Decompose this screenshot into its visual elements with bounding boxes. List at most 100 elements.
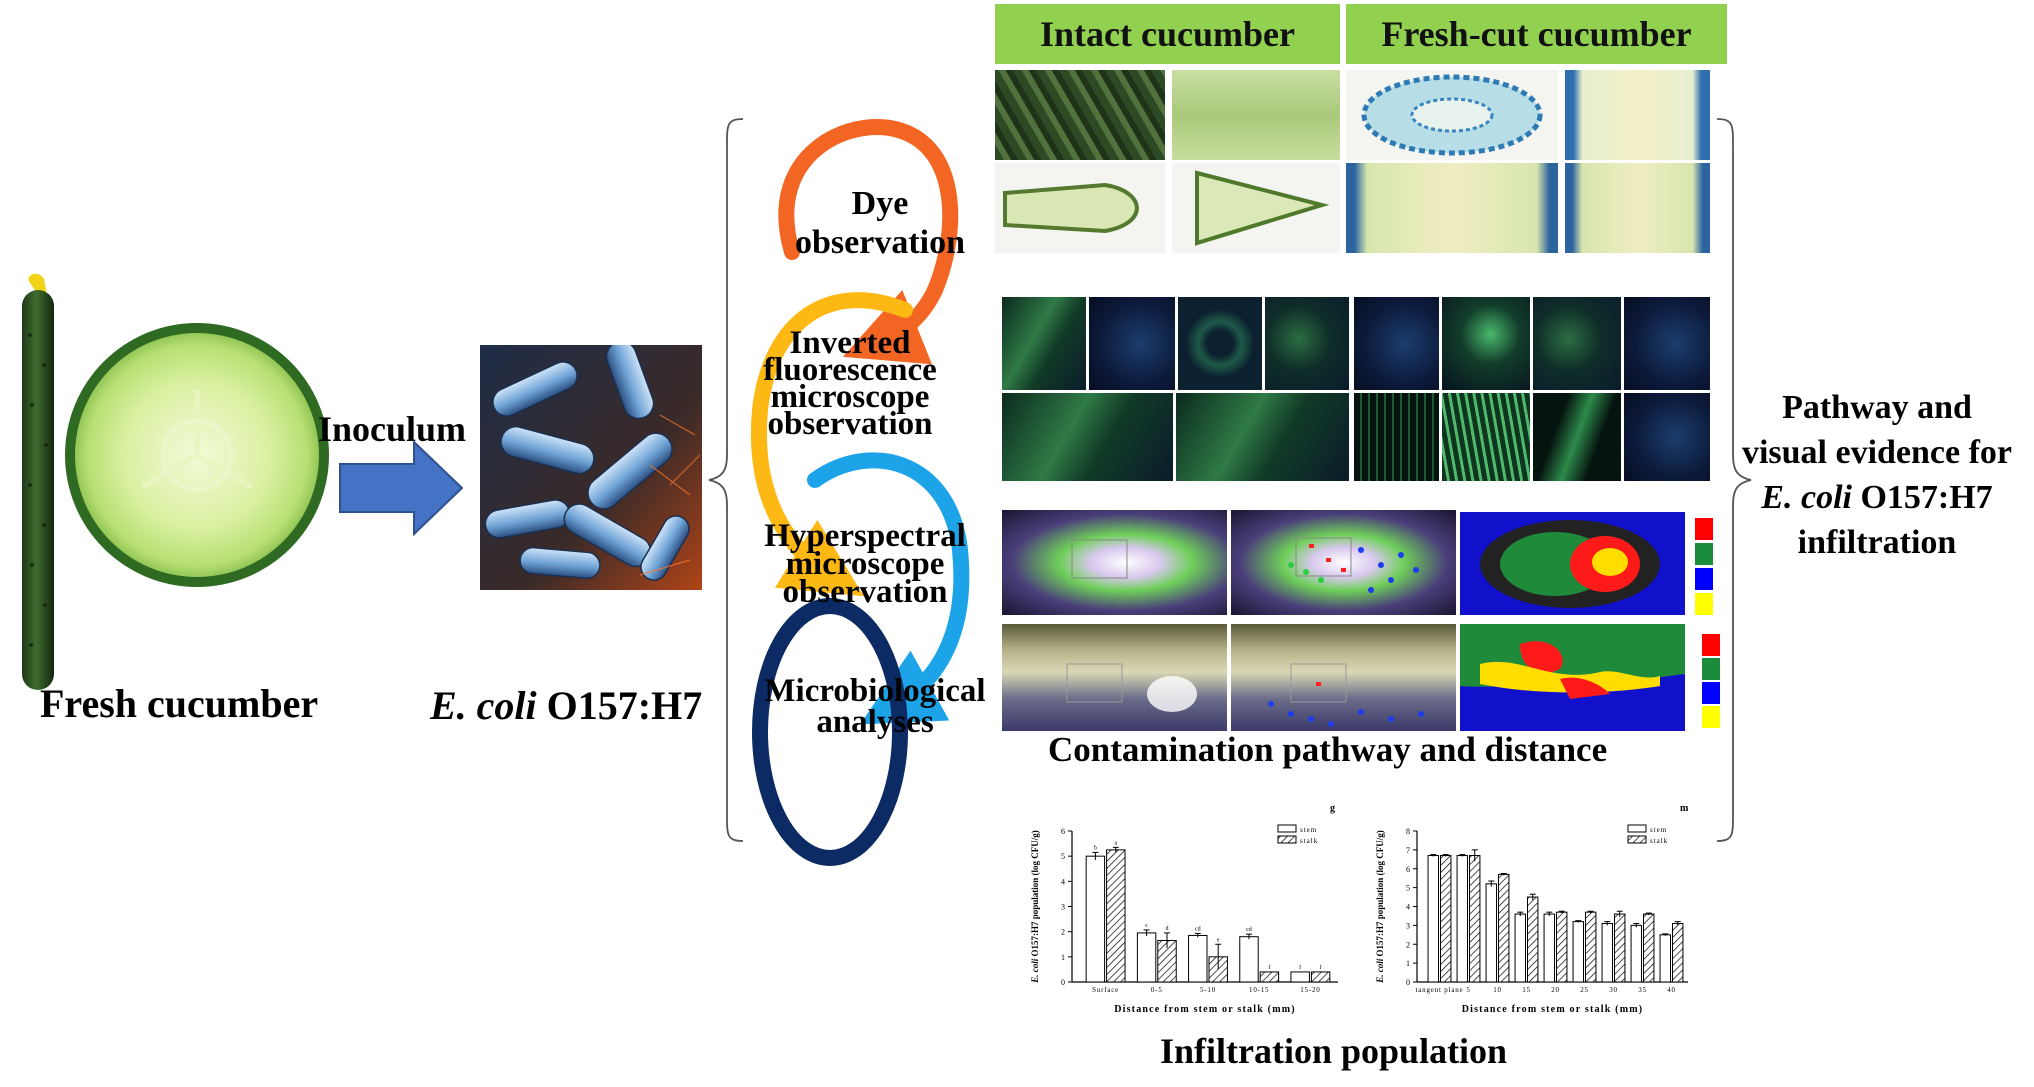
right-brace (1716, 118, 1752, 842)
bar-stalk (1259, 971, 1280, 983)
significance-letter: cd (1246, 927, 1252, 933)
y-tick-label: 3 (1406, 921, 1410, 930)
method-hyper-line2: microscope (785, 546, 945, 582)
y-tick-label: 4 (1061, 877, 1065, 886)
y-tick-label: 5 (1061, 852, 1065, 861)
method-hyper-line1: Hyperspectral (764, 518, 966, 554)
dye-photo-intact-4 (1172, 163, 1340, 253)
fluo-freshcut-1 (1354, 297, 1439, 390)
bar-stalk (1527, 896, 1539, 983)
hyper-image-3 (1002, 624, 1227, 731)
significance-letter: f (1268, 964, 1270, 971)
legend-swatch-stem (1627, 824, 1647, 833)
header-intact: Intact cucumber (995, 4, 1340, 64)
method-cycle (751, 119, 970, 866)
cucumber-illustration (22, 273, 329, 690)
x-axis-label: Distance from stem or stalk (mm) (1114, 1004, 1296, 1015)
method-microbiological: Microbiological analyses (745, 673, 1005, 740)
dye-photo-freshcut-1 (1346, 70, 1558, 160)
bar-stalk (1106, 849, 1126, 983)
significance-letter: c (1145, 923, 1148, 929)
x-tick-label: 40 (1667, 986, 1676, 994)
yellow-ring-arrow (751, 292, 913, 597)
method-micro-line1: Microbiological (764, 673, 986, 709)
pathway-ecoli-italic: E. coli (1761, 479, 1852, 516)
y-axis-label-italic: E. coli (1030, 957, 1040, 984)
fluo-intact-6 (1176, 393, 1349, 481)
bar-stalk (1672, 922, 1684, 983)
method-fluo-line1: Inverted (789, 325, 911, 361)
legend-yellow-1 (1695, 593, 1713, 615)
hyper-image-4 (1231, 624, 1456, 731)
x-tick-label: 15 (1522, 986, 1531, 994)
bar-stalk (1440, 855, 1452, 983)
significance-letter: f (1320, 964, 1322, 971)
y-tick-label: 0 (1406, 978, 1410, 987)
y-tick-label: 2 (1061, 928, 1065, 937)
pathway-evidence-label: Pathway and visual evidence for E. coli … (1724, 385, 2030, 565)
x-tick-label: 10 (1493, 986, 1502, 994)
method-hyper-line3: observation (782, 574, 948, 610)
y-tick-label: 0 (1061, 978, 1065, 987)
hyper-image-1 (1002, 510, 1227, 615)
fluo-intact-1 (1002, 297, 1086, 390)
fluo-intact-2 (1089, 297, 1175, 390)
y-axis-label: E. coli O157:H7 population (log CFU/g) (1375, 830, 1385, 984)
method-fluo-line2: fluorescence (763, 352, 937, 388)
bar-stem (1572, 921, 1584, 983)
bar-stem (1085, 855, 1106, 983)
significance-letter: cd (1195, 926, 1201, 932)
ecoli-label: E. coli O157:H7 (430, 682, 702, 729)
x-tick-label: 15-20 (1300, 986, 1320, 994)
lightblue-ring-arrow (807, 452, 970, 725)
legend-green-1 (1695, 543, 1713, 565)
method-hyperspectral: Hyperspectral microscope observation (745, 518, 985, 610)
ecoli-micrograph (480, 345, 702, 590)
dye-photo-intact-1 (995, 70, 1165, 160)
y-tick-label: 1 (1406, 959, 1410, 968)
legend-label-stem: stem (1650, 826, 1667, 834)
fluo-freshcut-2 (1442, 297, 1530, 390)
contamination-label: Contamination pathway and distance (1048, 730, 1608, 769)
x-tick-label: 25 (1580, 986, 1589, 994)
legend-red-1 (1695, 518, 1713, 540)
method-dye-line1: Dye (851, 185, 909, 222)
bar-stem (1239, 936, 1259, 983)
pathway-line1: Pathway and (1782, 389, 1972, 426)
fluo-intact-4 (1265, 297, 1349, 390)
x-tick-label: 10-15 (1249, 986, 1269, 994)
bar-stem (1456, 855, 1468, 983)
fresh-cucumber-label: Fresh cucumber (40, 681, 319, 726)
pathway-line4: infiltration (1797, 524, 1957, 561)
x-tick-label: 30 (1609, 986, 1618, 994)
bar-stem (1290, 971, 1310, 983)
bar-stem (1630, 924, 1642, 983)
bar-chart-g: 0 1 2 3 4 5 6 E. coli O157:H7 population (log C… (1030, 803, 1338, 1015)
y-tick-label: 1 (1061, 953, 1065, 962)
legend-swatch-stem (1277, 824, 1297, 833)
bar-stem (1485, 883, 1497, 983)
fluo-freshcut-3 (1533, 297, 1621, 390)
cucumber-slice (65, 323, 329, 587)
method-micro-line2: analyses (816, 704, 934, 740)
ecoli-label-strain: O157:H7 (546, 683, 703, 728)
significance-letter: d (1166, 926, 1169, 932)
bar-stem (1188, 934, 1208, 983)
x-tick-label: 0-5 (1151, 986, 1163, 994)
legend-swatch-stalk (1627, 835, 1647, 844)
bar-stem (1601, 922, 1613, 983)
bar-stalk (1469, 855, 1481, 983)
dye-photo-freshcut-2 (1565, 70, 1710, 160)
panel-letter: g (1330, 803, 1335, 814)
x-axis-label: Distance from stem or stalk (mm) (1462, 1004, 1644, 1015)
bar-stalk (1614, 913, 1626, 983)
bar-stem (1136, 932, 1157, 983)
bar-stem (1514, 913, 1526, 983)
dye-photo-intact-3 (995, 163, 1165, 253)
orange-ring-arrow (778, 119, 959, 365)
y-tick-label: 6 (1061, 827, 1065, 836)
method-dye-line2: observation (795, 224, 965, 261)
bar-stem (1543, 913, 1555, 983)
fluo-freshcut-7 (1533, 393, 1621, 481)
